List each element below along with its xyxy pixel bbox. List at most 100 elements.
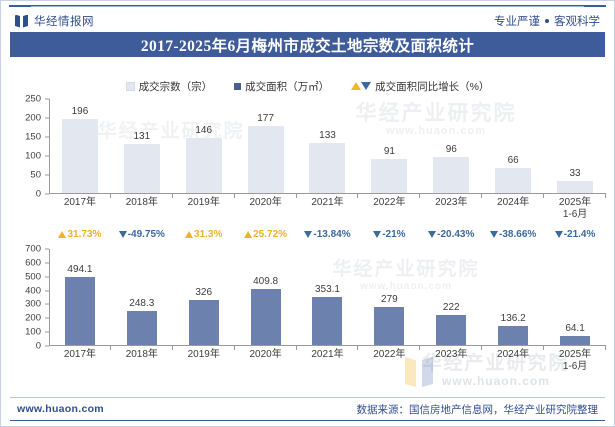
x-tick-mark [233,194,235,198]
bar-slot: 196 [49,99,111,198]
x-axis-label-line: 2020年 [249,349,282,360]
x-axis-labels-bottom: 2017年 2018年 2019年 2020年 2021年 2022年 2023年 2024年… [49,347,606,377]
growth-rate-item: -13.84% [297,229,359,240]
y-tick-mark [45,193,49,195]
x-axis-label-line: 2025年 [558,197,592,208]
bar-value-label: 326 [195,287,213,299]
bar[interactable] [312,296,343,345]
y-tick-label: 250 [25,93,41,105]
bar-slot: 353.1 [297,249,359,350]
growth-rate-item: 25.72% [235,229,297,240]
y-tick-mark [45,276,49,278]
bar-value-label: 146 [195,125,213,137]
bar[interactable] [309,143,346,193]
bar[interactable] [374,306,405,345]
y-axis-top: 0 50 100 150 200 250 [9,94,45,200]
y-tick-label: 0 [35,340,41,352]
bar[interactable] [498,326,529,345]
y-tick-mark [45,290,49,292]
bar-value-label: 248.3 [129,297,155,309]
growth-rate-item: 31.3% [173,229,235,240]
bar[interactable] [61,119,98,193]
slogan-left-text: 专业严谨 [494,16,540,28]
y-axis-line-top [49,99,50,194]
triangle-down-icon [118,231,127,238]
legend-swatch-zongshu [125,81,135,91]
bar-slot: 326 [173,249,235,350]
legend-item-mianji[interactable]: 成交面积（万㎡） [234,79,329,94]
growth-rate-item: 31.73% [49,229,111,240]
x-axis-line-bottom [49,345,606,346]
growth-rate-label: 31.73% [67,229,102,240]
y-tick-label: 300 [25,298,41,310]
bar[interactable] [188,300,219,345]
legend-label-mianji: 成交面积（万㎡） [245,80,330,93]
triangle-up-icon [185,231,194,238]
bar-slot: 248.3 [111,249,173,350]
y-tick-label: 500 [25,271,41,283]
growth-rate-label: -21% [382,229,406,240]
bar[interactable] [433,156,470,193]
bar[interactable] [495,168,532,193]
x-axis-label-line: 1-6月 [562,209,588,220]
x-axis-label: 2023年 [420,349,482,361]
x-axis-label-line: 2019年 [187,349,220,360]
growth-rate-label: -13.84% [313,229,351,240]
bar[interactable] [126,310,157,345]
bar[interactable] [560,336,591,345]
brand-name: 华经情报网 [34,16,94,28]
x-axis-label-line: 2021年 [311,349,344,360]
x-axis-label: 2021年 [297,349,359,361]
growth-rate-label: -20.43% [437,229,475,240]
bar-slot: 131 [111,99,173,198]
triangle-down-icon [373,231,382,238]
x-axis-label-line: 2019年 [187,197,220,208]
bar-slot: 91 [358,99,421,198]
y-axis-line-bottom [49,249,50,346]
brand-left-group: 华经情报网 [15,13,94,29]
chart-legend: 成交宗数（宗） 成交面积（万㎡） 成交面积同比增长（%） [1,77,614,95]
x-axis-label: 2024年 [482,197,544,209]
legend-item-zongshu[interactable]: 成交宗数（宗） [125,79,212,94]
x-axis-label: 2017年 [49,197,111,209]
x-axis-label-line: 2022年 [373,349,406,360]
footer-site-link[interactable]: www.huaon.com [17,403,104,415]
bar-value-label: 409.8 [253,275,279,287]
bar[interactable] [436,314,467,345]
bar[interactable] [123,143,160,193]
legend-item-growth[interactable]: 成交面积同比增长（%） [351,79,489,94]
bar[interactable] [250,288,281,345]
y-tick-mark [45,262,49,264]
x-axis-label: 2017年 [49,349,111,361]
footer: www.huaon.com 数据来源：国信房地产信息网，华经产业研究院整理 [1,399,614,419]
bar-value-label: 133 [319,130,336,141]
plot-area-top: 196 131 146 177 133 91 96 66 33 [49,99,606,198]
x-tick-mark [295,194,297,198]
x-axis-label: 2018年 [111,197,173,209]
growth-rate-label: 31.3% [194,229,223,240]
x-tick-mark [171,346,173,350]
growth-rate-label: -21.4% [563,229,596,240]
bar[interactable] [64,277,95,345]
bar[interactable] [557,180,594,193]
x-axis-label-line: 2018年 [125,197,158,208]
x-axis-label-line: 2017年 [63,349,97,360]
bar[interactable] [185,138,222,193]
triangle-down-icon [490,231,499,238]
x-axis-label: 2020年 [235,197,297,209]
y-tick-label: 0 [35,188,41,200]
x-axis-label-line: 2022年 [373,197,406,208]
x-axis-label: 2019年 [173,349,235,361]
x-axis-label: 2024年 [482,349,544,361]
bar-value-label: 64.1 [565,323,585,335]
y-tick-mark [45,317,49,319]
bar[interactable] [247,126,284,193]
triangle-up-icon [58,231,67,238]
y-tick-label: 400 [25,285,41,297]
y-axis-bottom: 0 100 200 300 400 500 600 700 [9,244,45,352]
x-axis-label: 2019年 [173,197,235,209]
bar[interactable] [371,158,408,193]
bar-value-label: 222 [442,301,460,313]
x-tick-mark [357,194,359,198]
triangle-up-icon [244,231,253,238]
